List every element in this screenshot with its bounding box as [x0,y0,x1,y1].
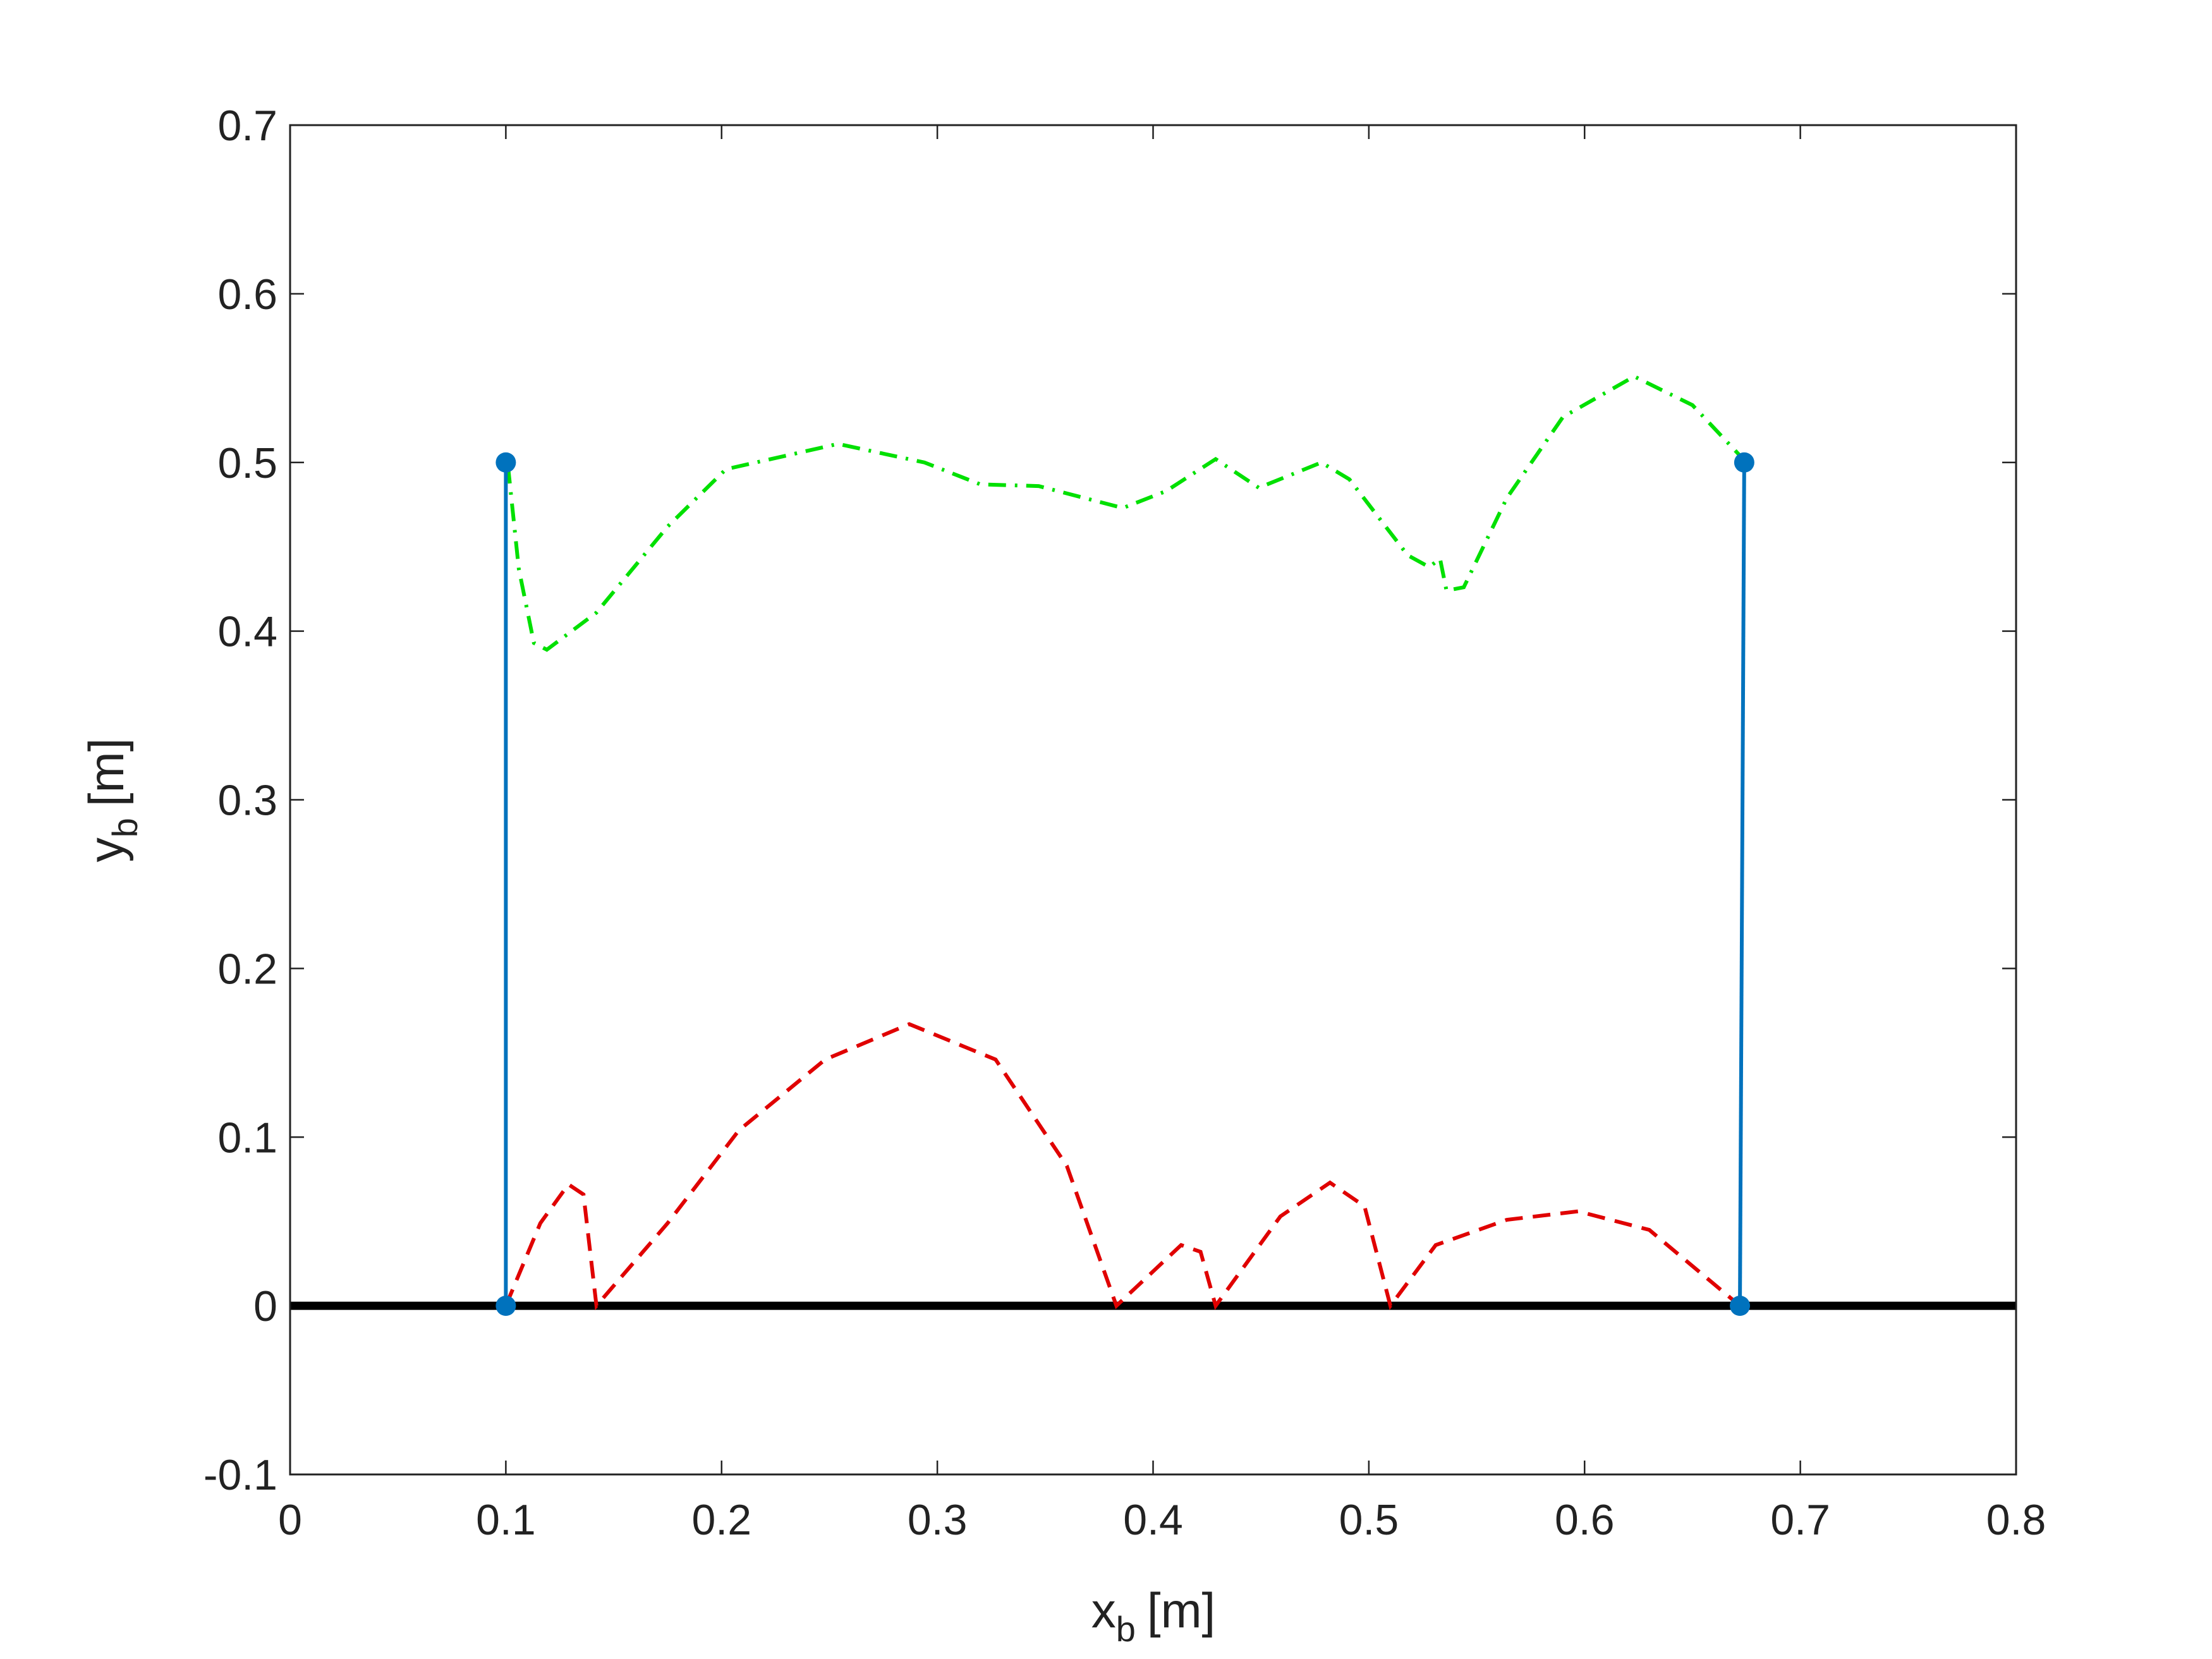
series-marker [1734,452,1754,473]
x-label-sub: b [1116,1609,1136,1649]
y-label-unit: [m] [78,738,134,806]
y-label-sub: b [105,818,145,837]
x-tick-label: 0.7 [1770,1496,1830,1544]
y-tick-label: 0.5 [217,439,277,487]
axes-box [289,124,2017,1476]
series-line [506,374,1748,652]
y-tick-label: 0.1 [217,1114,277,1162]
y-tick-label: 0.4 [217,608,277,656]
x-tick-label: 0.4 [1123,1496,1183,1544]
y-tick-label: 0.7 [217,102,277,150]
x-tick-label: 0.2 [691,1496,751,1544]
y-tick-label: 0 [253,1282,277,1330]
y-tick-label: -0.1 [204,1451,277,1499]
x-tick-label: 0 [278,1496,302,1544]
x-tick-label: 0.8 [1986,1496,2046,1544]
x-tick-label: 0.6 [1555,1496,1615,1544]
series-marker [495,1296,516,1316]
series-marker [495,452,516,473]
y-tick-label: 0.6 [217,270,277,319]
x-tick-label: 0.3 [908,1496,968,1544]
series-marker [1730,1296,1751,1316]
x-label-unit: [m] [1147,1583,1215,1638]
y-tick-label: 0.3 [217,777,277,825]
x-label-main: x [1091,1583,1116,1638]
x-tick-label: 0.1 [476,1496,536,1544]
y-axis-label: yb [m] [78,738,145,862]
x-tick-label: 0.5 [1339,1496,1399,1544]
plot-area [290,125,2016,1474]
series-line [1738,462,1746,1306]
y-label-main: y [78,837,134,862]
x-axis-label: xb [m] [1091,1583,1215,1649]
y-tick-label: 0.2 [217,945,277,993]
